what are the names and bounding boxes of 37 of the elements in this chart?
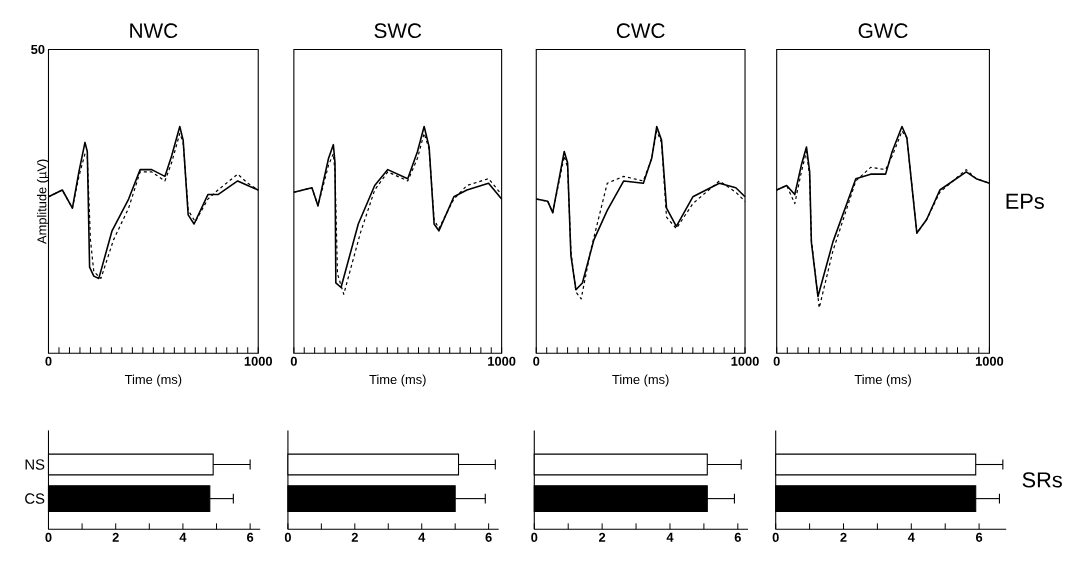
x-tick-label: 0 <box>284 532 291 542</box>
x-tick-label: 2 <box>840 532 847 542</box>
x-tick-label: 0 <box>533 356 540 366</box>
x-tick-label: 6 <box>247 532 254 542</box>
x-tick-label: 6 <box>975 532 983 542</box>
text: SRs <box>1022 472 1062 488</box>
text: EPs <box>1006 193 1044 209</box>
x-tick-label: 1000 <box>975 356 1004 366</box>
chart-title: SWC <box>374 23 422 39</box>
x-axis-title: Time (ms) <box>124 374 182 387</box>
x-tick-label: 1000 <box>488 356 516 366</box>
x-tick-label: 6 <box>485 532 492 542</box>
x-tick-label: 4 <box>666 532 674 542</box>
x-tick-label: 0 <box>45 532 52 542</box>
x-tick-label: 1000 <box>244 356 273 366</box>
x-tick-label: 0 <box>773 356 780 366</box>
chart-title: NWC <box>130 23 178 39</box>
x-tick-label: 2 <box>112 532 119 542</box>
x-tick-label: 0 <box>531 532 538 542</box>
x-tick-label: 0 <box>290 356 297 366</box>
x-axis-title: Time (ms) <box>612 374 669 387</box>
x-tick-label: 0 <box>45 356 52 366</box>
x-tick-label: 1000 <box>731 356 759 366</box>
x-tick-label: 2 <box>599 532 606 542</box>
x-tick-label: 2 <box>351 532 358 542</box>
x-tick-label: 4 <box>907 532 915 542</box>
x-tick-label: 0 <box>772 532 779 542</box>
x-tick-label: 6 <box>734 532 741 542</box>
y-tick-label: CS <box>25 493 45 504</box>
x-axis-title: Time (ms) <box>369 374 426 387</box>
y-tick-label: NS <box>25 459 45 470</box>
x-tick-label: 4 <box>418 532 426 542</box>
text: 50 <box>31 44 45 55</box>
chart-title: CWC <box>616 23 665 39</box>
x-axis-title: Time (ms) <box>854 374 911 387</box>
chart-title: GWC <box>858 23 908 39</box>
x-tick-label: 4 <box>179 532 187 542</box>
